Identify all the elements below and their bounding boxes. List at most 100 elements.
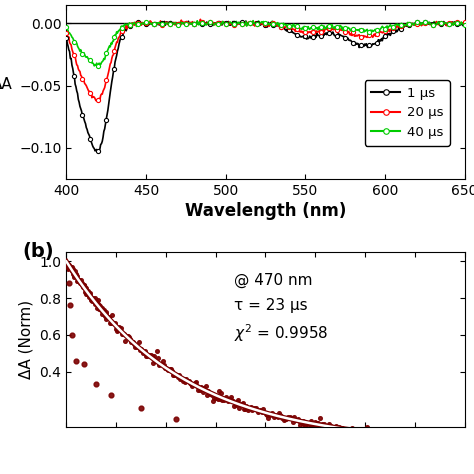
Point — [81, 288, 89, 296]
Point — [313, 419, 321, 427]
Point — [69, 331, 76, 338]
Point — [337, 425, 345, 432]
Point — [76, 278, 83, 286]
Point — [299, 417, 307, 424]
Point — [66, 301, 74, 309]
Point — [400, 432, 407, 439]
Point — [80, 360, 88, 368]
Point — [300, 420, 308, 428]
Point — [422, 432, 430, 439]
Point — [73, 271, 80, 278]
Point — [64, 263, 72, 271]
Point — [458, 432, 466, 439]
Point — [370, 428, 377, 436]
Point — [127, 336, 134, 343]
Point — [156, 361, 164, 368]
Point — [365, 425, 373, 433]
Point — [70, 264, 77, 272]
Point — [264, 414, 272, 422]
Point — [407, 431, 414, 438]
Point — [196, 386, 203, 394]
Point — [91, 301, 99, 308]
Point — [207, 390, 214, 397]
Point — [168, 367, 176, 374]
Point — [287, 414, 294, 422]
Point — [98, 306, 105, 313]
Point — [384, 431, 392, 438]
Point — [243, 402, 250, 410]
Point — [280, 416, 287, 424]
Point — [67, 264, 74, 272]
Point — [395, 430, 402, 438]
Point — [67, 264, 75, 271]
Point — [233, 399, 241, 406]
Point — [350, 426, 358, 433]
Point — [188, 381, 195, 388]
Point — [222, 393, 230, 401]
Point — [112, 325, 119, 333]
Point — [234, 396, 242, 404]
Point — [197, 383, 205, 391]
Point — [358, 428, 365, 436]
Point — [270, 414, 278, 421]
Point — [257, 407, 264, 415]
Point — [286, 413, 293, 421]
Point — [349, 425, 357, 432]
Point — [73, 357, 80, 365]
Point — [70, 273, 78, 281]
Point — [178, 375, 185, 383]
Point — [393, 432, 401, 439]
Point — [252, 404, 260, 411]
Point — [426, 430, 434, 438]
Point — [461, 432, 468, 439]
Point — [111, 319, 118, 327]
Point — [343, 426, 351, 434]
Point — [247, 404, 255, 411]
Point — [367, 430, 375, 438]
Point — [147, 351, 155, 358]
Point — [419, 432, 427, 439]
Point — [94, 296, 101, 304]
Point — [64, 265, 72, 273]
Legend: 1 μs, 20 μs, 40 μs: 1 μs, 20 μs, 40 μs — [365, 80, 450, 146]
Point — [340, 425, 347, 433]
Point — [88, 296, 96, 303]
Point — [78, 282, 86, 289]
Point — [312, 423, 319, 431]
Point — [144, 351, 152, 359]
Point — [431, 432, 438, 439]
Point — [90, 295, 97, 302]
Point — [413, 432, 420, 439]
Point — [254, 406, 261, 414]
Point — [170, 372, 177, 379]
Point — [164, 366, 172, 374]
Point — [459, 432, 467, 439]
Point — [89, 297, 96, 305]
X-axis label: Wavelength (nm): Wavelength (nm) — [185, 202, 346, 220]
Point — [120, 330, 128, 338]
Point — [421, 430, 429, 438]
Point — [392, 431, 400, 438]
Point — [195, 386, 202, 393]
Point — [375, 426, 383, 434]
Point — [182, 376, 190, 383]
Point — [121, 337, 129, 344]
Point — [66, 264, 74, 272]
Point — [411, 432, 419, 439]
Point — [298, 419, 305, 427]
Point — [334, 425, 341, 432]
Point — [75, 276, 83, 284]
Point — [432, 432, 439, 439]
Point — [396, 428, 403, 435]
Point — [68, 263, 76, 271]
Point — [74, 277, 82, 285]
Point — [204, 387, 212, 394]
Point — [208, 392, 216, 399]
Point — [355, 427, 363, 435]
Point — [137, 346, 145, 353]
Point — [447, 432, 454, 439]
Point — [304, 422, 311, 430]
Point — [323, 422, 330, 430]
Text: τ = 23 μs: τ = 23 μs — [234, 298, 307, 312]
Point — [131, 343, 139, 351]
